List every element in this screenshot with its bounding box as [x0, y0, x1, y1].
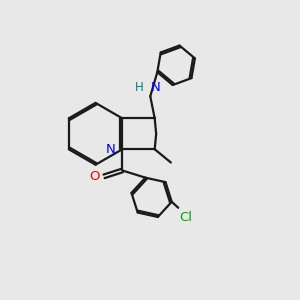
Text: H: H — [135, 81, 144, 94]
Text: O: O — [89, 170, 100, 183]
Text: N: N — [150, 81, 160, 94]
Text: Cl: Cl — [180, 211, 193, 224]
Text: N: N — [106, 143, 116, 156]
